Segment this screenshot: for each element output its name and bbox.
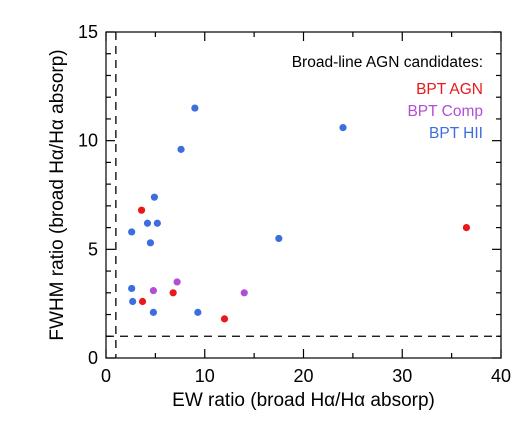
data-point-bpt-hii [177, 145, 185, 153]
y-tick-label: 5 [88, 239, 98, 259]
data-point-bpt-comp [149, 287, 157, 295]
data-point-bpt-agn [137, 206, 146, 214]
data-point-bpt-agn [169, 289, 177, 297]
x-tick-label: 0 [101, 366, 111, 386]
x-tick-label: 30 [392, 366, 412, 386]
data-point-bpt-comp [240, 289, 248, 297]
reference-lines [106, 32, 501, 358]
data-point-bpt-hii [191, 104, 199, 112]
legend: Broad-line AGN candidates: BPT AGN BPT C… [292, 54, 483, 142]
data-point-bpt-hii [146, 239, 155, 247]
data-point-bpt-hii [339, 124, 347, 132]
data-point-bpt-hii [275, 234, 283, 243]
legend-title: Broad-line AGN candidates: [292, 54, 483, 71]
data-point-bpt-hii [128, 228, 136, 236]
legend-entry-bpt-hii: BPT HII [429, 125, 483, 142]
legend-entry-bpt-comp: BPT Comp [407, 103, 483, 120]
x-tick-label: 20 [293, 366, 313, 386]
x-axis-title: EW ratio (broad Hα/Hα absorp) [172, 390, 435, 411]
data-point-bpt-hii [150, 193, 158, 201]
data-points [128, 104, 471, 323]
data-point-bpt-agn [462, 224, 471, 232]
data-point-bpt-hii [128, 284, 136, 293]
data-point-bpt-hii [194, 308, 202, 316]
x-tick-label: 40 [491, 366, 511, 386]
x-tick-label: 10 [195, 366, 215, 386]
y-tick-label: 10 [78, 131, 98, 151]
data-point-bpt-agn [138, 297, 147, 306]
y-axis-title: FWHM ratio (broad Hα/Hα absorp) [47, 49, 68, 340]
data-point-bpt-agn [220, 315, 229, 323]
axis-ticks: 0 10 20 30 40 0 5 10 15 [78, 22, 511, 386]
y-tick-label: 0 [88, 348, 98, 368]
y-tick-label: 15 [78, 22, 98, 42]
data-point-bpt-hii [153, 219, 161, 227]
data-point-bpt-comp [173, 278, 181, 286]
data-point-bpt-hii [149, 308, 157, 316]
data-point-bpt-hii [129, 297, 137, 306]
data-point-bpt-hii [143, 219, 152, 227]
legend-entry-bpt-agn: BPT AGN [416, 81, 483, 98]
